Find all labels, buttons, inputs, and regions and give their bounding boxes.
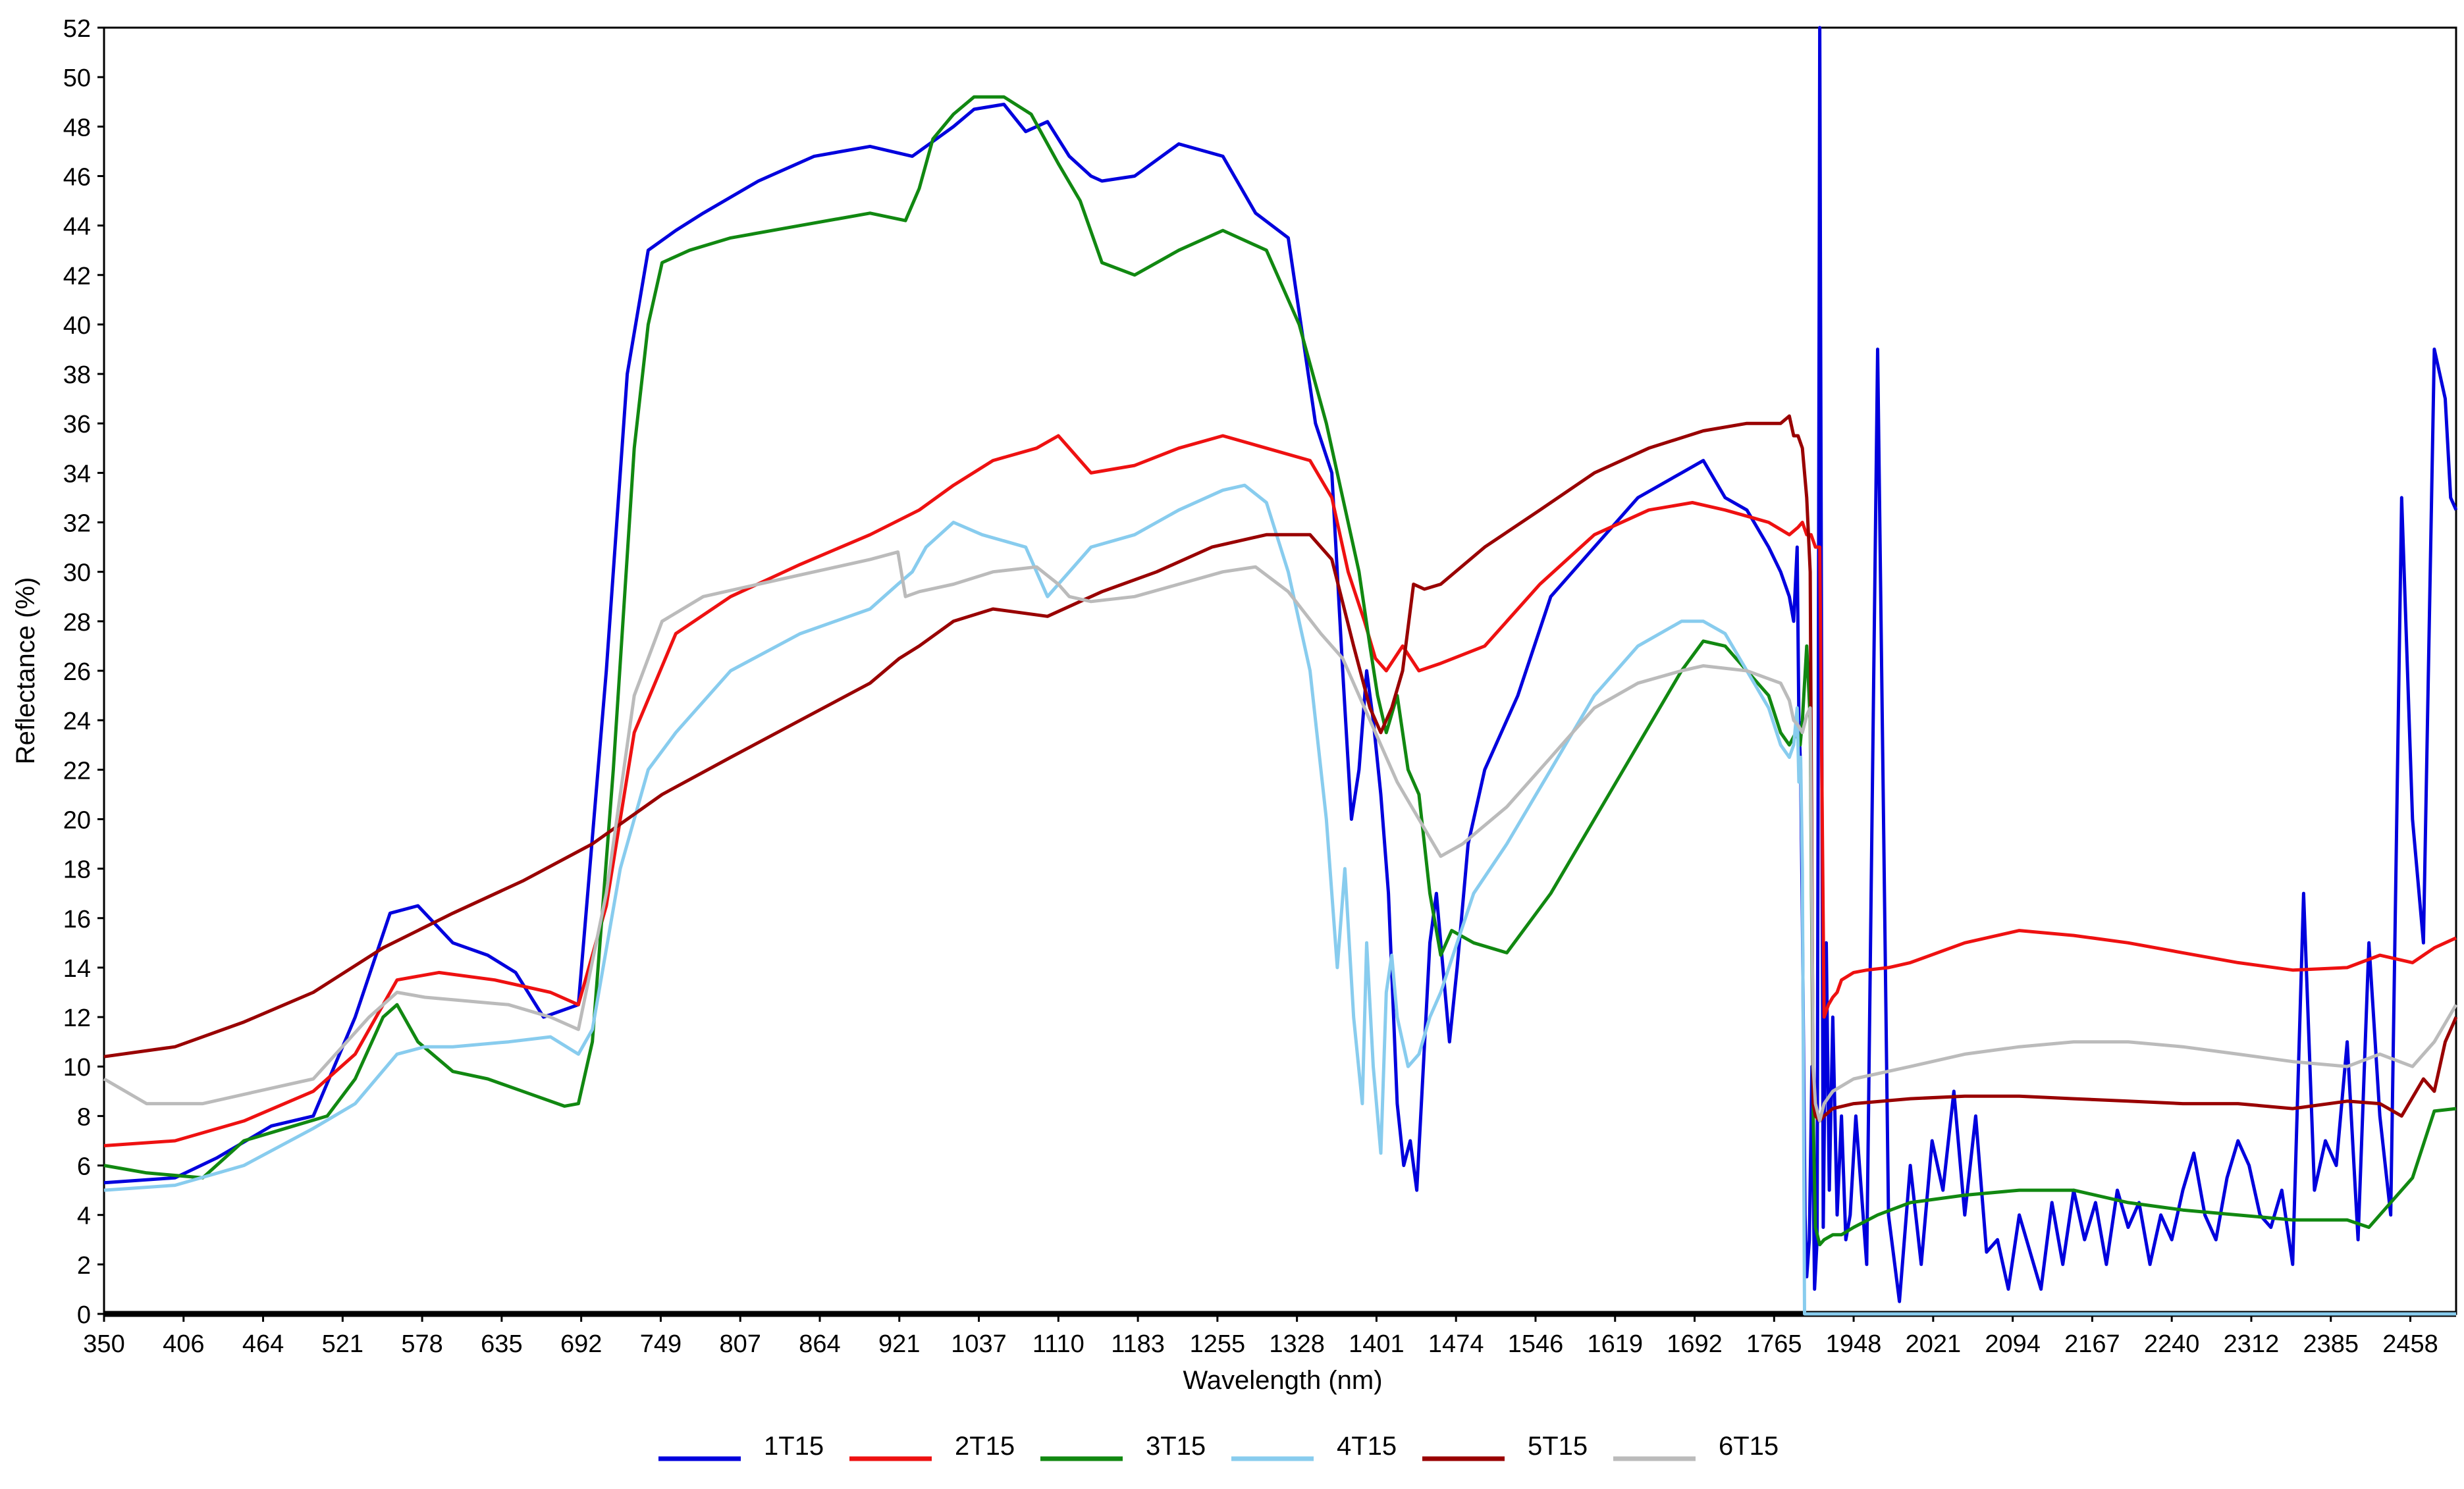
x-tick-label: 2312: [2224, 1330, 2280, 1358]
x-tick-label: 464: [242, 1330, 284, 1358]
y-tick-label: 26: [63, 658, 91, 686]
y-tick-label: 2: [77, 1252, 91, 1280]
y-tick-label: 6: [77, 1153, 91, 1181]
legend-label-3T15: 3T15: [1146, 1432, 1206, 1461]
y-tick-label: 4: [77, 1203, 91, 1230]
x-tick-label: 2021: [1906, 1330, 1962, 1358]
x-tick-label: 749: [640, 1330, 682, 1358]
x-tick-label: 2240: [2144, 1330, 2200, 1358]
y-tick-label: 46: [63, 163, 91, 191]
x-tick-label: 1037: [951, 1330, 1007, 1358]
x-tick-label: 1255: [1190, 1330, 1246, 1358]
y-axis-ticks: 0246810121416182022242628303234363840424…: [63, 15, 104, 1329]
x-tick-label: 2094: [1985, 1330, 2041, 1358]
y-tick-label: 22: [63, 757, 91, 785]
y-tick-label: 14: [63, 955, 91, 983]
y-tick-label: 38: [63, 361, 91, 389]
y-tick-label: 48: [63, 114, 91, 142]
x-tick-label: 807: [720, 1330, 761, 1358]
y-tick-label: 0: [77, 1301, 91, 1329]
y-tick-label: 44: [63, 213, 91, 241]
y-tick-label: 10: [63, 1054, 91, 1082]
legend-label-4T15: 4T15: [1337, 1432, 1397, 1461]
x-tick-label: 1619: [1587, 1330, 1643, 1358]
x-tick-label: 2167: [2064, 1330, 2120, 1358]
y-tick-label: 52: [63, 15, 91, 43]
series-lines: [103, 26, 2458, 1316]
x-tick-label: 578: [401, 1330, 442, 1358]
y-tick-label: 30: [63, 560, 91, 587]
x-tick-label: 2458: [2382, 1330, 2438, 1358]
y-tick-label: 34: [63, 460, 91, 488]
x-tick-label: 521: [322, 1330, 363, 1358]
x-tick-label: 1401: [1349, 1330, 1405, 1358]
x-tick-label: 692: [560, 1330, 602, 1358]
legend-label-2T15: 2T15: [955, 1432, 1015, 1461]
x-tick-label: 1765: [1746, 1330, 1802, 1358]
x-tick-label: 864: [799, 1330, 840, 1358]
y-tick-label: 28: [63, 609, 91, 637]
series-line-3T15: [103, 95, 2457, 1247]
legend: 1T15 2T15 3T15 4T15 5T15 6T15: [658, 1432, 1779, 1461]
series-line-5T15: [103, 414, 2458, 1123]
legend-label-6T15: 6T15: [1719, 1432, 1779, 1461]
x-tick-label: 2385: [2303, 1330, 2359, 1358]
legend-label-1T15: 1T15: [764, 1432, 824, 1461]
y-tick-label: 8: [77, 1103, 91, 1131]
y-tick-label: 12: [63, 1005, 91, 1032]
x-tick-label: 1110: [1032, 1330, 1085, 1358]
y-tick-label: 42: [63, 263, 91, 290]
x-tick-label: 1546: [1508, 1330, 1564, 1358]
y-tick-label: 50: [63, 65, 91, 92]
y-tick-label: 40: [63, 312, 91, 340]
plot-area: [103, 26, 2457, 1315]
x-tick-label: 1948: [1826, 1330, 1882, 1358]
series-line-2T15: [103, 434, 2457, 1147]
x-tick-label: 635: [481, 1330, 522, 1358]
y-tick-label: 16: [63, 906, 91, 933]
y-tick-label: 20: [63, 806, 91, 834]
x-axis-label: Wavelength (nm): [1183, 1366, 1382, 1395]
x-axis-ticks: 350 406 464 521 578 635 692 749 807 864 921 1037 111…: [83, 1314, 2438, 1358]
y-tick-label: 32: [63, 510, 91, 538]
x-tick-label: 1474: [1428, 1330, 1484, 1358]
x-tick-label: 350: [83, 1330, 124, 1358]
legend-label-5T15: 5T15: [1528, 1432, 1588, 1461]
y-tick-label: 36: [63, 411, 91, 438]
y-tick-label: 18: [63, 856, 91, 884]
series-line-6T15: [103, 550, 2458, 1123]
series-line-4T15: [103, 483, 2456, 1316]
x-tick-label: 921: [878, 1330, 920, 1358]
x-tick-label: 1183: [1111, 1330, 1165, 1358]
y-axis-label: Reflectance (%): [11, 577, 40, 765]
y-tick-label: 24: [63, 708, 91, 735]
x-tick-label: 1328: [1269, 1330, 1325, 1358]
x-tick-label: 406: [163, 1330, 204, 1358]
x-tick-label: 1692: [1667, 1330, 1723, 1358]
